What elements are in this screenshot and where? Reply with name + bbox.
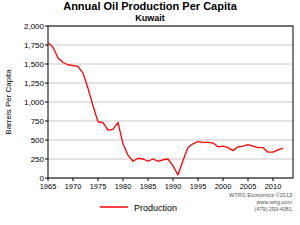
grid-line (48, 121, 293, 122)
legend-label: Production (134, 203, 177, 213)
x-tick-label: 2010 (265, 182, 282, 191)
y-tick-label: 1,250 (24, 79, 45, 88)
x-tick-label: 1990 (165, 182, 182, 191)
legend-swatch (100, 206, 128, 208)
x-tick-label: 2000 (215, 182, 232, 191)
plot-area (48, 43, 283, 175)
y-tick-label: 1,000 (24, 98, 45, 107)
series-line (48, 43, 283, 175)
y-tick-label: 250 (31, 155, 45, 164)
x-tick-label: 1980 (115, 182, 132, 191)
grid-line (48, 45, 293, 46)
x-tick-label: 2005 (240, 182, 257, 191)
grid-line (48, 83, 293, 84)
annotation: www.wtrg.com (256, 199, 293, 205)
y-axis-label: Barrels Per Capita (4, 69, 13, 135)
y-tick-label: 1,750 (24, 41, 45, 50)
grid-line (48, 159, 293, 160)
grid-line (48, 64, 293, 65)
plot-frame (48, 26, 293, 178)
x-tick-label: 1985 (140, 182, 157, 191)
chart: Annual Oil Production Per CapitaKuwait02… (0, 0, 300, 225)
y-tick-label: 500 (31, 136, 45, 145)
grid-line (48, 102, 293, 103)
x-tick-label: 1995 (190, 182, 207, 191)
x-tick-label: 1965 (40, 182, 57, 191)
annotation: WTRG Economics ©2013 (229, 192, 292, 198)
y-tick-label: 2,000 (24, 22, 45, 31)
grid-line (48, 140, 293, 141)
y-tick-label: 750 (31, 117, 45, 126)
subtitle: Kuwait (135, 13, 165, 23)
title: Annual Oil Production Per Capita (63, 0, 237, 12)
y-tick-label: 1,500 (24, 60, 45, 69)
annotation: (479) 293-4081 (254, 206, 292, 212)
x-tick-label: 1975 (90, 182, 107, 191)
x-tick-label: 1970 (65, 182, 82, 191)
